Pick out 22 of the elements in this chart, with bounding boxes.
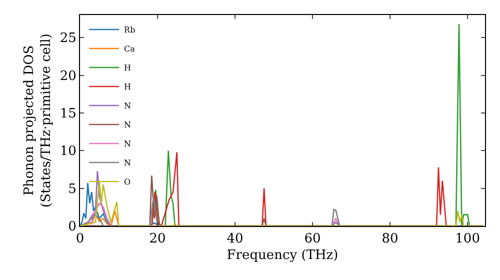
y-tick-label: 20 — [60, 68, 76, 84]
x-tick-label: 40 — [226, 232, 244, 247]
y-tick-label: 15 — [60, 106, 76, 122]
y-tick-label: 25 — [60, 31, 76, 46]
x-tick-label: 100 — [455, 232, 480, 247]
legend-label: N — [124, 120, 132, 130]
legend-label: Ca — [124, 44, 136, 54]
x-tick-label: 60 — [304, 232, 321, 247]
y-tick-label: 10 — [60, 144, 76, 160]
legend-label: O — [124, 178, 132, 187]
legend-label: H — [124, 64, 132, 73]
y-axis-title: Phonon projected DOS (States/THz·primitive cell) — [22, 33, 54, 208]
legend-label: N — [124, 102, 132, 111]
legend-label: N — [124, 140, 132, 149]
legend-label: N — [124, 158, 132, 168]
x-tick-label: 20 — [149, 232, 166, 247]
x-axis-title: Frequency (THz) — [226, 248, 338, 264]
y-tick-label: 5 — [68, 182, 76, 197]
legend-label: H — [124, 82, 132, 92]
x-tick-label: 80 — [382, 232, 398, 247]
legend-label: Rb — [124, 26, 136, 35]
y-tick-label: 0 — [68, 220, 76, 235]
